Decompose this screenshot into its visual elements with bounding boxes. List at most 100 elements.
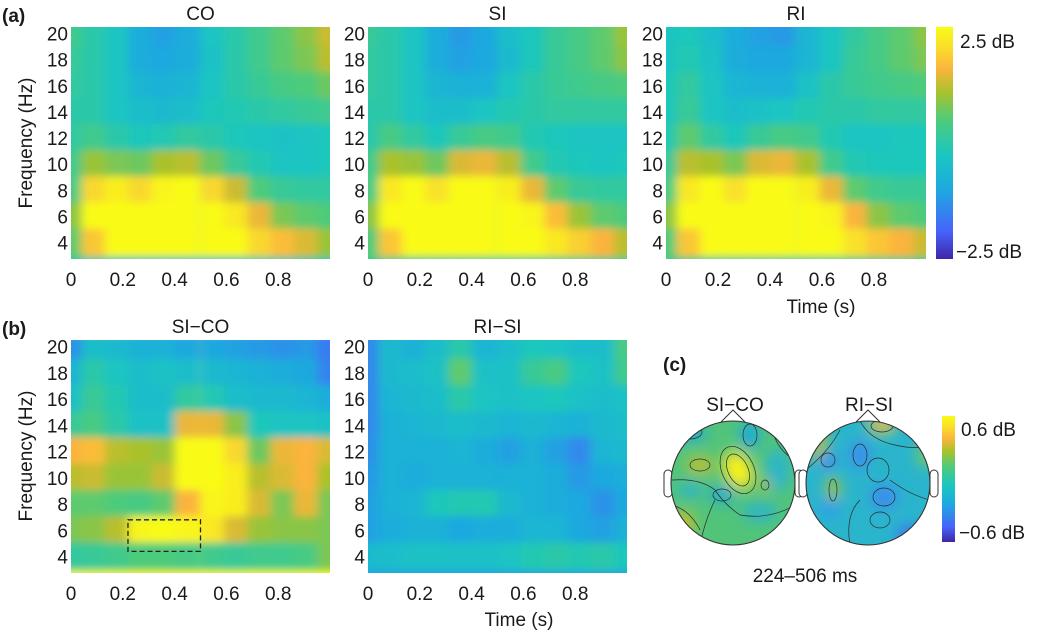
heatmap-cell	[425, 358, 451, 387]
heatmap-cell	[842, 150, 869, 179]
heatmap-cell	[71, 228, 84, 257]
heatmap-cell	[770, 124, 796, 153]
heatmap-cell	[425, 489, 451, 519]
heatmap-cell	[200, 176, 227, 205]
x-tick-label: 0.2	[407, 584, 433, 605]
heatmap-cell	[317, 542, 330, 571]
heatmap-cell	[448, 150, 475, 179]
heatmap-cell	[81, 150, 108, 179]
heatmap-cell	[746, 45, 773, 74]
heatmap-cell	[317, 124, 330, 153]
heatmap-cell	[223, 437, 250, 466]
heatmap-cell	[676, 202, 703, 231]
heatmap-cell	[770, 176, 796, 205]
heatmap-cell	[913, 124, 926, 153]
heatmap-title-ri-si: RI−SI	[473, 317, 521, 338]
heatmap-cell	[151, 384, 178, 414]
heatmap-cell	[520, 437, 547, 466]
heatmap-cell	[200, 358, 227, 387]
heatmap-cell	[497, 228, 524, 257]
heatmap-cell	[368, 150, 381, 179]
heatmap-cell	[425, 384, 451, 414]
heatmap-cell	[71, 358, 84, 387]
heatmap-cell	[676, 124, 703, 153]
heatmap-cell	[368, 228, 381, 257]
heatmap-cell	[81, 411, 108, 440]
heatmap-cell	[368, 97, 381, 127]
heatmap-cell	[317, 176, 330, 205]
heatmap-cell	[378, 27, 405, 48]
heatmap-cell	[819, 202, 846, 231]
heatmap-cell	[520, 202, 547, 231]
heatmap-cell	[448, 437, 475, 466]
heatmap-cell	[293, 228, 320, 257]
heatmap-cell	[770, 202, 796, 231]
heatmap-cell	[614, 97, 627, 127]
heatmap-cell	[866, 124, 893, 153]
heatmap-cell	[223, 71, 250, 100]
heatmap-cell	[174, 358, 201, 387]
x-tick-label: 0.4	[757, 270, 784, 291]
heatmap-cell	[200, 437, 227, 466]
heatmap-cell	[723, 71, 750, 100]
heatmap-cell	[471, 202, 498, 231]
heatmap-cell	[567, 437, 594, 466]
heatmap-cell	[676, 176, 703, 205]
heatmap-cell	[913, 27, 926, 48]
heatmap-cell	[81, 463, 108, 492]
heatmap-cell	[401, 176, 428, 205]
y-tick-label: 6	[57, 208, 68, 229]
y-tick-label: 16	[47, 390, 68, 411]
heatmap-cell	[471, 45, 498, 74]
heatmap-cell	[448, 228, 475, 257]
heatmap-cell	[223, 97, 250, 127]
heatmap-cell	[889, 27, 916, 48]
roi-dashed-rectangle	[127, 519, 202, 552]
heatmap-cell	[151, 71, 178, 100]
heatmap-cell	[223, 228, 250, 257]
heatmap-cell	[401, 542, 428, 571]
heatmap-cell	[247, 124, 273, 153]
y-axis-label-a: Frequency (Hz)	[16, 78, 37, 209]
heatmap-cell	[293, 45, 320, 74]
heatmap-cell	[448, 411, 475, 440]
x-tick-label: 0.4	[161, 584, 188, 605]
heatmap-cell	[676, 71, 703, 100]
heatmap-cell	[842, 45, 869, 74]
heatmap-cell	[425, 411, 451, 440]
heatmap-cell	[223, 358, 250, 387]
heatmap-cell	[819, 150, 846, 179]
heatmap-cell	[614, 340, 627, 361]
heatmap-cell	[151, 45, 178, 74]
heatmap-cell	[71, 516, 84, 545]
heatmap-cell	[796, 202, 822, 231]
panel-label-a: (a)	[2, 6, 25, 27]
heatmap-cell	[666, 176, 679, 205]
y-tick-label: 16	[47, 77, 68, 98]
heatmap-cell	[401, 358, 428, 387]
heatmap-cell	[247, 27, 273, 48]
heatmap-cell	[590, 124, 617, 153]
x-tick-label: 0	[66, 270, 77, 291]
head-outline	[670, 420, 796, 546]
heatmap-cell	[567, 228, 594, 257]
heatmap-cell	[889, 150, 916, 179]
heatmap-cell	[614, 463, 627, 492]
heatmap-cell	[174, 411, 201, 440]
heatmap-cell	[425, 97, 451, 127]
heatmap-cell	[448, 27, 475, 48]
y-tick-label: 18	[642, 51, 663, 72]
heatmap-cell	[128, 340, 154, 361]
heatmap-cell	[128, 542, 154, 571]
heatmap-cell	[497, 542, 524, 571]
heatmap-cell	[544, 437, 570, 466]
heatmap-cell	[293, 27, 320, 48]
heatmap-cell	[81, 27, 108, 48]
heatmap-si-co: SI−CO 20 18 16 14 12 10 8 6 4 0 0.2 0.4 0.6 0.8	[47, 317, 330, 605]
heatmap-cell	[497, 27, 524, 48]
heatmap-cell	[796, 150, 822, 179]
heatmap-cell	[223, 176, 250, 205]
heatmap-cell	[368, 202, 381, 231]
heatmap-cell	[544, 384, 570, 414]
y-tick-label: 8	[57, 495, 68, 516]
